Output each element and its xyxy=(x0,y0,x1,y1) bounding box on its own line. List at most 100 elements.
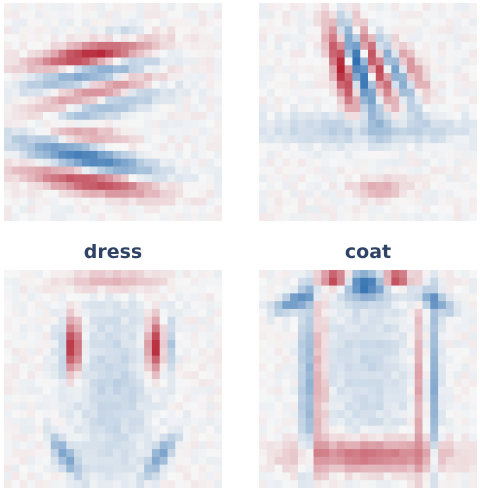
heatmap-cell xyxy=(35,213,44,221)
heatmap-cell xyxy=(297,18,307,27)
heatmap-cell xyxy=(42,49,52,58)
heatmap-cell xyxy=(167,363,176,372)
heatmap-cell xyxy=(35,174,44,183)
heatmap-cell xyxy=(469,104,477,113)
heatmap-cell xyxy=(35,456,44,466)
heatmap-cell xyxy=(206,402,215,411)
heatmap-cell xyxy=(50,379,59,388)
heatmap-cell xyxy=(27,363,36,372)
heatmap-cell xyxy=(128,127,137,136)
heatmap-cell xyxy=(399,26,408,35)
heatmap-cell xyxy=(183,158,192,167)
heatmap-cell xyxy=(274,464,283,473)
heatmap-cell xyxy=(167,394,176,403)
heatmap-cell xyxy=(438,386,447,395)
heatmap-cell xyxy=(175,472,184,481)
heatmap-cell xyxy=(461,324,470,333)
heatmap-cell xyxy=(58,96,67,105)
heatmap-cell xyxy=(175,143,184,152)
heatmap-cell xyxy=(214,34,222,43)
heatmap-cell xyxy=(290,104,299,113)
heatmap-cell xyxy=(89,425,98,434)
heatmap-cell xyxy=(352,285,361,294)
heatmap-cell xyxy=(120,143,129,152)
heatmap-cell xyxy=(190,433,200,442)
heatmap-cell xyxy=(74,10,83,19)
heatmap-cell xyxy=(183,189,192,199)
heatmap-cell xyxy=(383,73,392,82)
heatmap-cell xyxy=(151,293,161,302)
heatmap-cell xyxy=(89,158,98,167)
heatmap-cell xyxy=(81,143,91,152)
heatmap-cell xyxy=(290,480,299,488)
heatmap-cell xyxy=(360,41,369,51)
heatmap-cell xyxy=(35,143,44,152)
heatmap-cell xyxy=(422,88,431,97)
heatmap-cell xyxy=(89,96,98,105)
heatmap-cell xyxy=(206,480,215,488)
heatmap-cell xyxy=(19,80,28,90)
heatmap-cell xyxy=(344,394,353,403)
heatmap-cell xyxy=(383,355,392,364)
heatmap-cell xyxy=(183,135,192,144)
heatmap-cell xyxy=(214,73,222,82)
heatmap-cell xyxy=(19,464,28,473)
heatmap-cell xyxy=(167,464,176,473)
heatmap-cell xyxy=(344,464,353,473)
heatmap-cell xyxy=(120,301,129,310)
heatmap-cell xyxy=(4,270,13,279)
heatmap-cell xyxy=(74,127,83,136)
heatmap-cell xyxy=(266,340,275,349)
heatmap-cell xyxy=(414,3,423,12)
heatmap-cell xyxy=(66,363,75,372)
heatmap-cell xyxy=(144,26,153,35)
heatmap-cell xyxy=(297,166,307,175)
heatmap-cell xyxy=(50,285,59,294)
heatmap-cell xyxy=(128,441,137,450)
heatmap-cell xyxy=(383,363,392,372)
heatmap-cell xyxy=(50,135,59,144)
heatmap-cell xyxy=(290,65,299,74)
heatmap-cell xyxy=(438,324,447,333)
heatmap-cell xyxy=(113,308,122,318)
heatmap-cell xyxy=(445,293,455,302)
heatmap-cell xyxy=(375,270,384,279)
heatmap-cell xyxy=(383,143,392,152)
heatmap-cell xyxy=(313,150,322,160)
heatmap-cell xyxy=(120,3,129,12)
heatmap-cell xyxy=(183,34,192,43)
heatmap-cell xyxy=(453,332,462,341)
heatmap-cell xyxy=(266,308,275,318)
heatmap-cell xyxy=(120,441,129,450)
heatmap-cell xyxy=(329,80,338,90)
heatmap-cell xyxy=(352,332,361,341)
heatmap-cell xyxy=(438,65,447,74)
heatmap-cell xyxy=(183,57,192,66)
heatmap-cell xyxy=(151,18,161,27)
heatmap-cell xyxy=(175,386,184,395)
heatmap-cell xyxy=(290,394,299,403)
heatmap-cell xyxy=(336,270,346,279)
heatmap-cell xyxy=(297,119,307,128)
heatmap-cell xyxy=(305,112,314,121)
heatmap-cell xyxy=(144,293,153,302)
heatmap-cell xyxy=(27,410,36,419)
heatmap-cell xyxy=(274,355,283,364)
heatmap-cell xyxy=(282,347,291,357)
heatmap-cell xyxy=(445,158,455,167)
heatmap-cell xyxy=(214,433,222,442)
heatmap-cell xyxy=(352,270,361,279)
heatmap-cell xyxy=(198,433,207,442)
heatmap-cell xyxy=(368,65,377,74)
heatmap-cell xyxy=(120,104,129,113)
heatmap-cell xyxy=(105,143,114,152)
heatmap-cell xyxy=(391,371,400,380)
heatmap-cell xyxy=(290,425,299,434)
heatmap-cell xyxy=(321,332,330,341)
heatmap-cell xyxy=(120,332,129,341)
heatmap-cell xyxy=(27,402,36,411)
heatmap-cell xyxy=(206,449,215,458)
heatmap-cell xyxy=(97,182,106,191)
heatmap-cell xyxy=(4,135,13,144)
heatmap-cell xyxy=(19,441,28,450)
